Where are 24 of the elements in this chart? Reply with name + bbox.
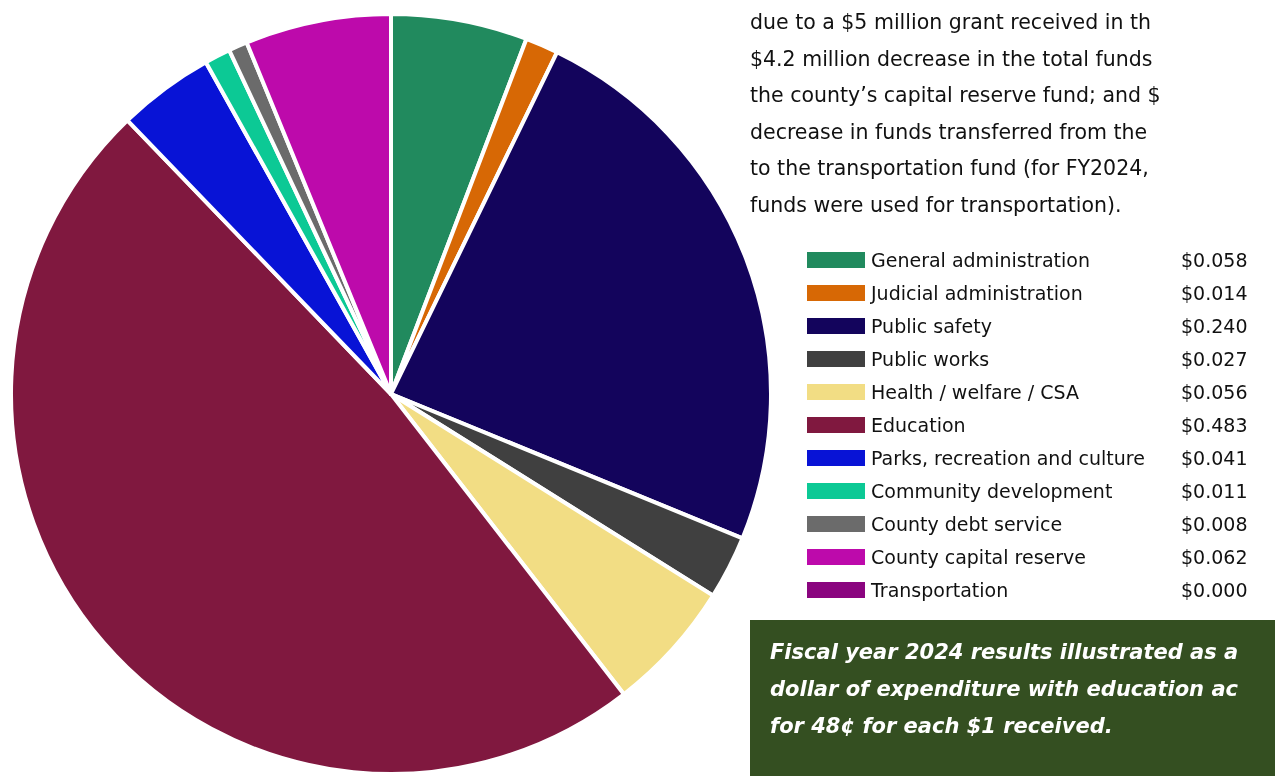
- data-label: $0.027: [1181, 348, 1248, 370]
- legend-label: County capital reserve: [871, 546, 1086, 568]
- legend-label: Transportation: [870, 579, 1009, 601]
- legend-label: Public safety: [871, 315, 992, 337]
- text: $0.000: [1181, 579, 1248, 601]
- data-label: $0.008: [1181, 513, 1248, 535]
- legend-label: Public works: [871, 348, 990, 370]
- legend-label: County debt service: [871, 513, 1063, 535]
- legend-label: Community development: [871, 480, 1113, 502]
- legend-label: Health / welfare / CSA: [871, 381, 1079, 403]
- legend-label: Judicial administration: [870, 282, 1083, 304]
- data-label: $0.240: [1181, 315, 1248, 337]
- data-label: $0.062: [1181, 546, 1248, 568]
- data-label: $0.014: [1181, 282, 1248, 304]
- legend-label: General administration: [871, 249, 1090, 271]
- data-label: $0.041: [1181, 447, 1248, 469]
- data-label: $0.058: [1181, 249, 1248, 271]
- legend-label: Education: [871, 414, 966, 436]
- data-label: $0.011: [1181, 480, 1248, 502]
- legend-label: Parks, recreation and culture: [871, 447, 1145, 469]
- text: due to a $5 million grant received in th $4.2 million decrease in the total funds the county’s capital reserve fund; and $ decrease in funds transferred from the to the transportation fund (for FY2024, funds were used for transportation).: [750, 9, 1161, 219]
- note-panel: Fiscal year 2024 results illustrated as a dollar of expenditure with education ac for 48¢ for each $1 received.: [750, 620, 1275, 776]
- data-label: $0.056: [1181, 381, 1248, 403]
- data-label: $0.483: [1181, 414, 1248, 436]
